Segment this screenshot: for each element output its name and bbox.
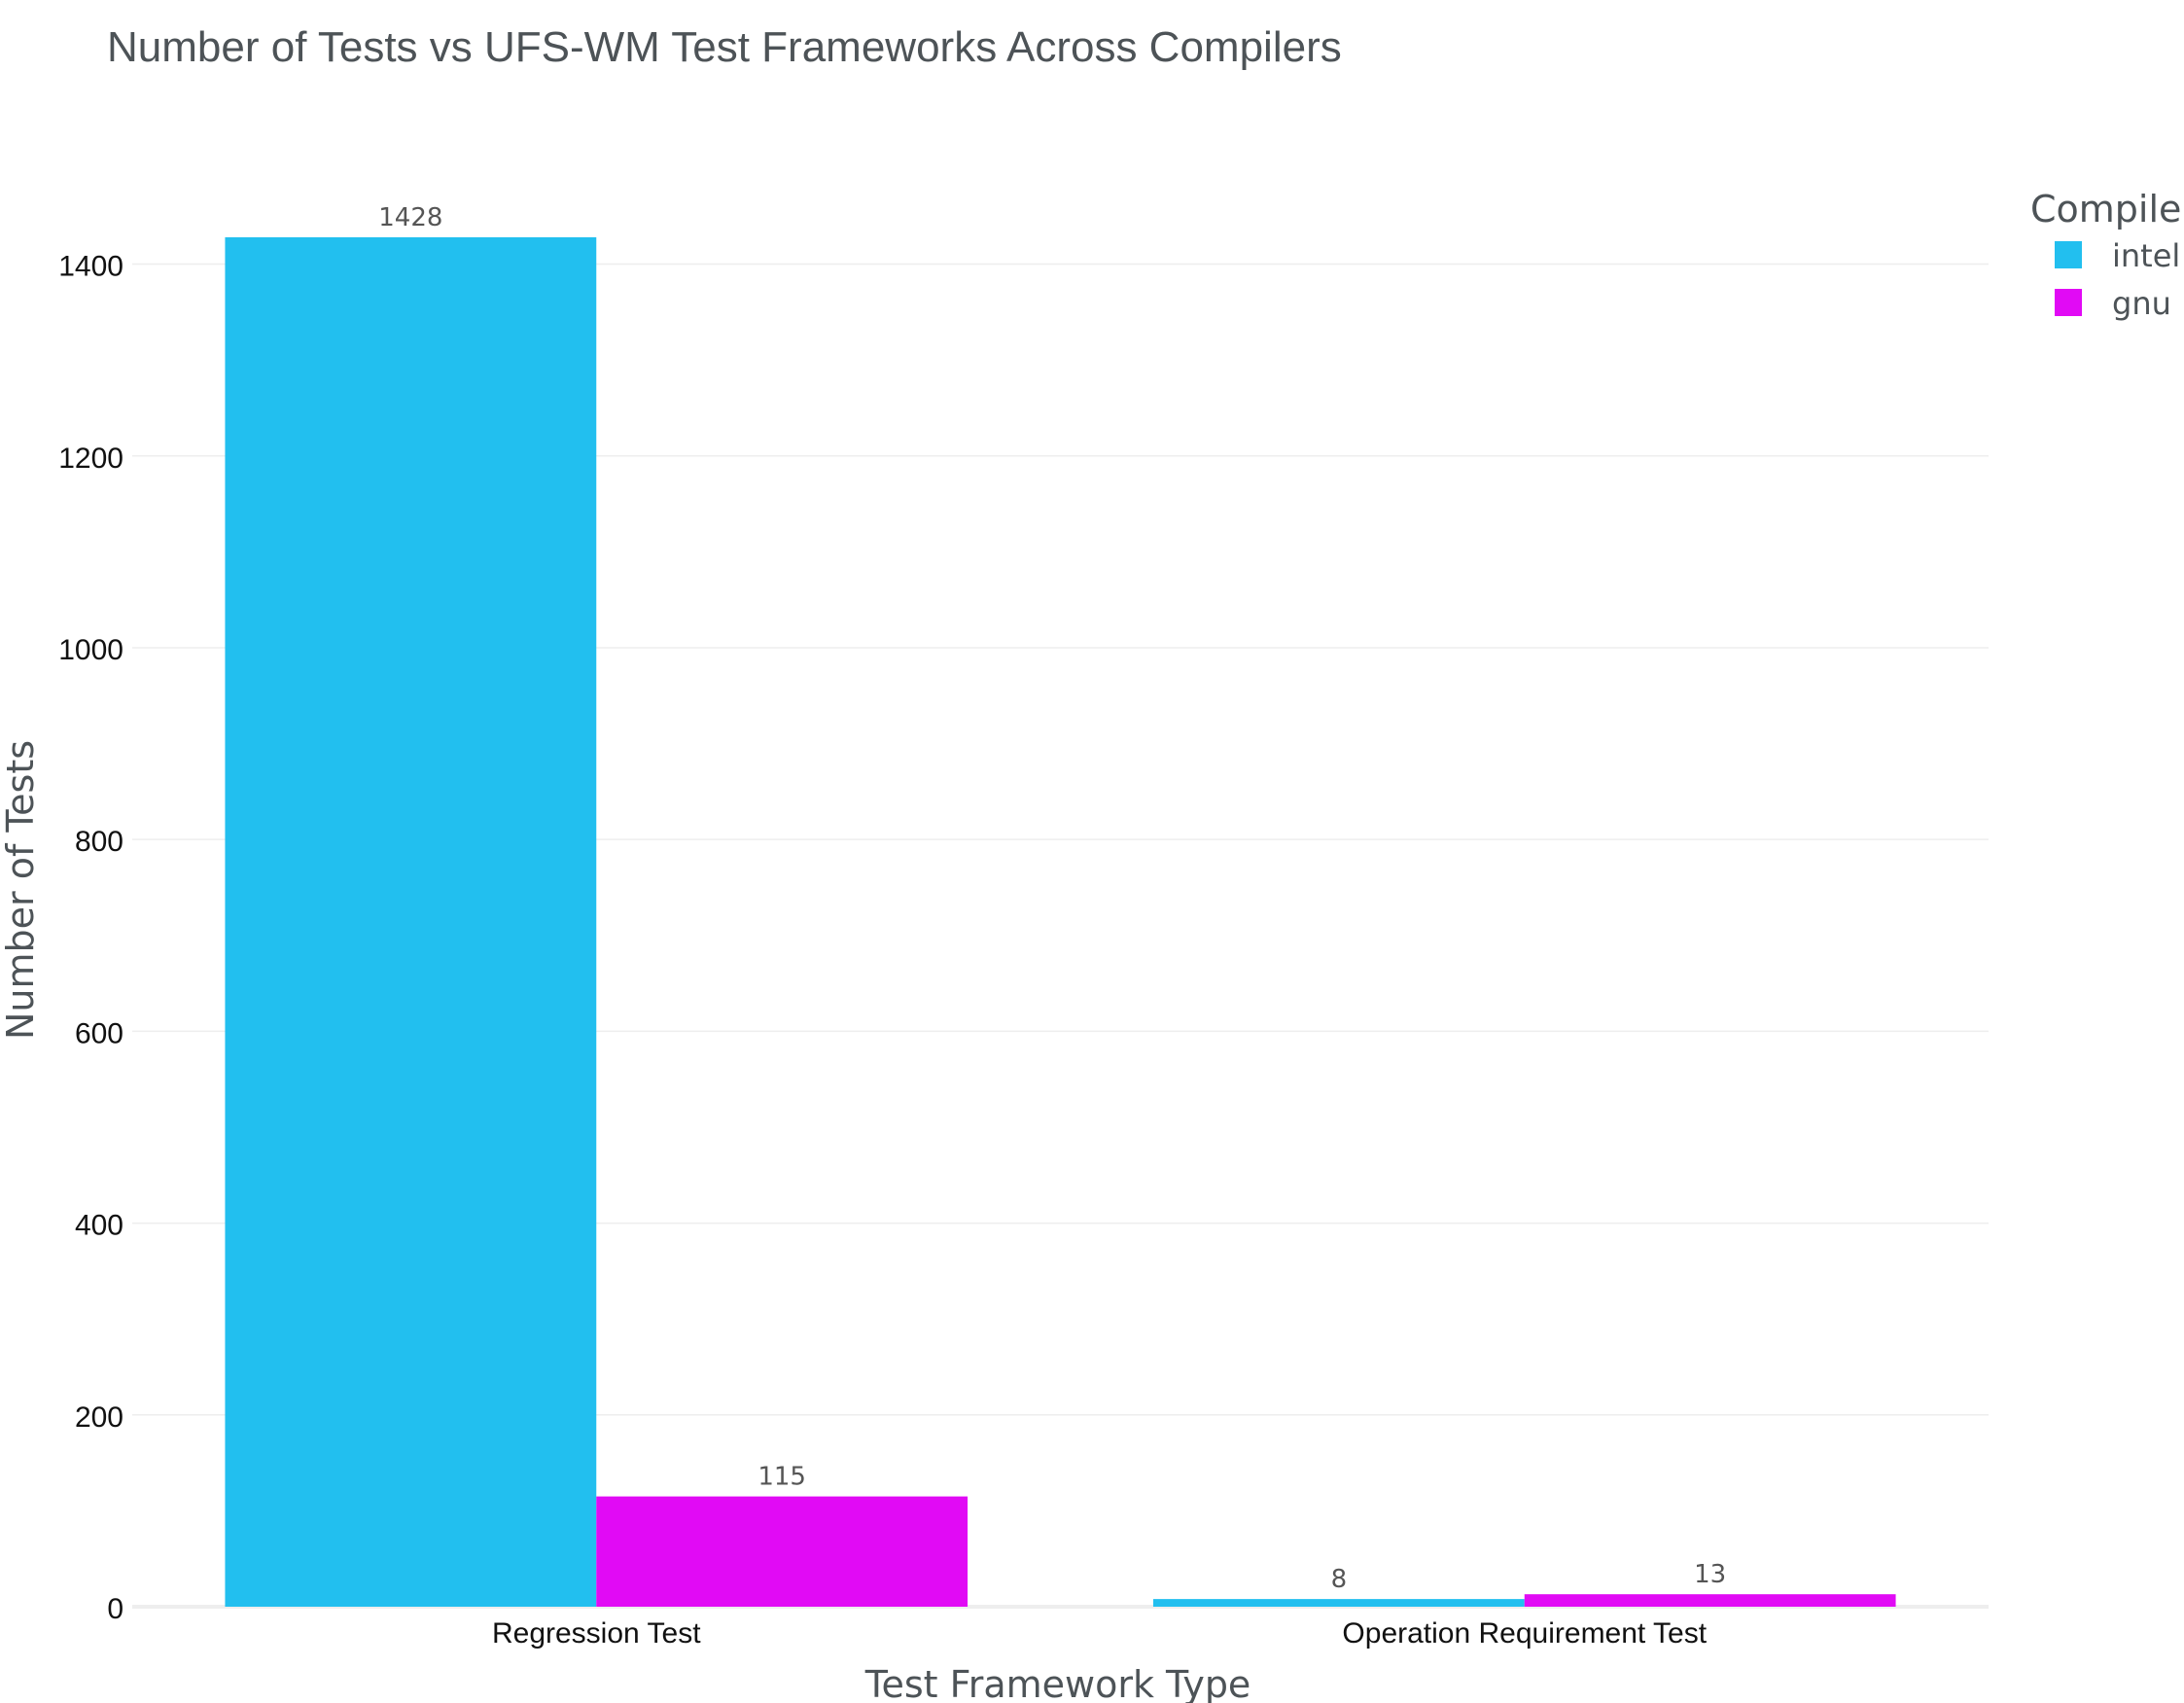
data-label: 1428 (378, 203, 442, 232)
y-tick-label: 200 (75, 1401, 123, 1434)
chart-title: Number of Tests vs UFS-WM Test Framework… (107, 23, 1342, 71)
legend-item-intel[interactable]: intel (2055, 237, 2180, 274)
bar-gnu[interactable] (1524, 1594, 1896, 1607)
x-tick-label: Regression Test (492, 1617, 701, 1650)
legend-label: intel (2112, 237, 2180, 274)
legend-label: gnu (2112, 285, 2171, 322)
data-label: 8 (1331, 1565, 1348, 1594)
x-axis-title: Test Framework Type (864, 1663, 1251, 1703)
legend-swatch (2055, 241, 2082, 268)
y-tick-label: 400 (75, 1210, 123, 1242)
data-label: 115 (757, 1463, 806, 1492)
y-tick-label: 1200 (58, 443, 123, 475)
data-label: 13 (1694, 1560, 1726, 1589)
bar-gnu[interactable] (596, 1496, 969, 1607)
y-tick-label: 0 (107, 1593, 123, 1625)
y-axis-ticks: 0 200 400 600 800 1000 1200 1400 (58, 251, 123, 1625)
y-tick-label: 1000 (58, 634, 123, 666)
y-tick-label: 600 (75, 1017, 123, 1049)
legend-title: Compiler (2030, 188, 2184, 231)
x-tick-label: Operation Requirement Test (1342, 1617, 1707, 1650)
bar-intel[interactable] (225, 236, 597, 1607)
y-tick-label: 800 (75, 826, 123, 858)
x-axis-ticks: Regression Test Operation Requirement Tes… (492, 1617, 1708, 1650)
bars (225, 236, 1896, 1607)
legend-swatch (2055, 289, 2082, 316)
y-tick-label: 1400 (58, 251, 123, 283)
bar-intel[interactable] (1152, 1599, 1525, 1607)
legend[interactable]: Compiler intel gnu (2030, 188, 2184, 322)
y-axis-title: Number of Tests (0, 740, 42, 1040)
data-labels: 1428 115 8 13 (378, 203, 1726, 1594)
legend-item-gnu[interactable]: gnu (2055, 285, 2171, 322)
